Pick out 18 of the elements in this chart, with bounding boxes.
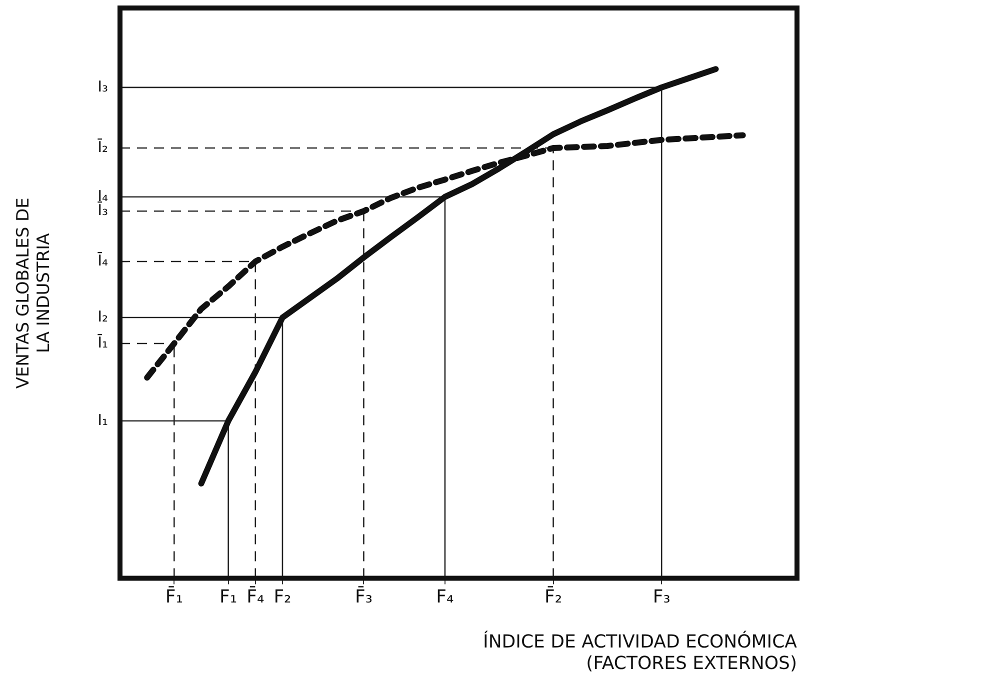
x-tick-label: F̄₃ [354, 585, 373, 608]
text: VENTAS GLOBALES DE [14, 198, 34, 389]
x-tick-label: F₃ [652, 586, 670, 608]
x-tick-label: F₂ [274, 586, 292, 608]
ref-line-label: I₂ [98, 307, 108, 326]
ref-line-label: I₃ [98, 77, 108, 96]
ref-line-label: Ī₄ [98, 251, 108, 270]
x-tick-label: F₁ [220, 586, 238, 608]
x-tick-label: F̄₁ [165, 585, 183, 608]
text: (FACTORES EXTERNOS) [586, 652, 797, 674]
x-tick-label: F₄ [436, 586, 454, 608]
ref-line-label: I₁ [98, 410, 108, 429]
ref-line-label: Ī₂ [98, 138, 108, 156]
text: ÍNDICE DE ACTIVIDAD ECONÓMICA [483, 631, 797, 652]
ref-line-label: Ī₁ [98, 333, 108, 352]
x-tick-label: F̄₂ [544, 585, 562, 608]
x-tick-label: F̄₄ [246, 585, 264, 608]
text: LA INDUSTRIA [34, 233, 54, 353]
